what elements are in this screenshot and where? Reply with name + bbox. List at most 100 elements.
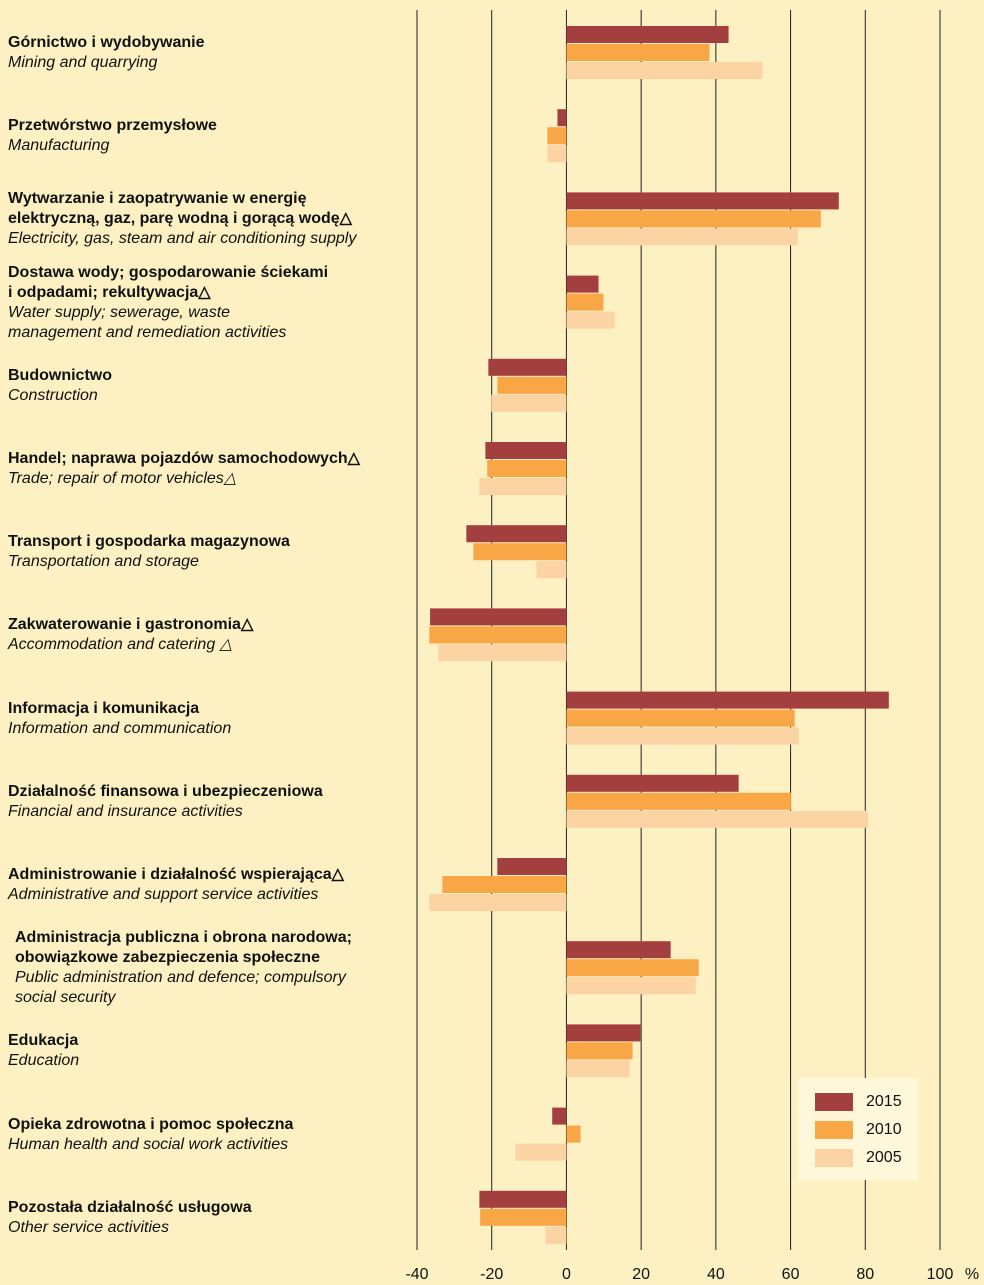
x-tick-label: 80	[856, 1266, 874, 1283]
bar	[488, 358, 567, 376]
category-name-pl: Opieka zdrowotna i pomoc społeczna	[8, 1115, 294, 1133]
bar	[480, 1208, 567, 1226]
category-name-pl: Pozostała działalność usługowa	[8, 1198, 252, 1216]
category-name-pl: Dostawa wody; gospodarowanie ściekami i …	[8, 263, 329, 301]
category-name-pl: Edukacja	[8, 1032, 79, 1050]
bar	[429, 626, 567, 644]
x-tick-label: 0	[562, 1266, 571, 1283]
bar	[566, 192, 839, 210]
bar	[566, 774, 739, 792]
bar	[438, 644, 567, 662]
category-label: Administrowanie i działalność wspierając…	[8, 838, 418, 932]
bar	[566, 1125, 581, 1143]
legend-label: 2010	[866, 1121, 902, 1138]
legend-swatch	[815, 1121, 853, 1139]
bar	[429, 894, 567, 911]
category-name-en: Mining and quarrying	[8, 54, 158, 71]
bar	[557, 109, 567, 127]
category-name-en: Other service activities	[8, 1218, 169, 1236]
x-tick-label: 20	[632, 1266, 650, 1283]
x-tick-label: 40	[707, 1266, 725, 1283]
category-name-pl: Transport i gospodarka magazynowa	[8, 533, 290, 551]
bar	[473, 543, 567, 561]
bar	[566, 1060, 630, 1078]
category-label: Zakwaterowanie i gastronomia△ Accommodati…	[8, 588, 418, 682]
bar	[566, 44, 710, 61]
category-name-pl: Administracja publiczna i obrona narodow…	[15, 929, 352, 967]
bar	[430, 608, 567, 626]
bar	[566, 275, 599, 293]
bar	[566, 691, 889, 709]
legend-swatch	[815, 1093, 853, 1111]
bar	[479, 1190, 567, 1208]
category-label: Przetwórstwo przemysłowe Manufacturing	[8, 89, 418, 183]
x-tick-label: 60	[782, 1266, 800, 1283]
x-unit: %	[965, 1266, 979, 1283]
category-label: Administracja publiczna i obrona narodow…	[15, 921, 425, 1015]
category-name-en: Water supply; sewerage, waste management…	[8, 303, 287, 341]
category-name-en: Construction	[8, 386, 98, 404]
category-name-en: Education	[8, 1052, 80, 1070]
category-name-en: Trade; repair of motor vehicles△	[8, 470, 237, 487]
bar	[497, 858, 567, 875]
category-label: Handel; naprawa pojazdów samochodowych△ T…	[8, 422, 418, 516]
category-name-pl: Informacja i komunikacja	[8, 699, 200, 717]
bar	[547, 127, 567, 145]
bar	[566, 727, 799, 745]
category-name-en: Electricity, gas, steam and air conditio…	[8, 230, 357, 248]
category-label: Informacja i komunikacja Information and …	[8, 672, 418, 766]
x-tick-label: -40	[405, 1266, 428, 1283]
bar	[566, 1042, 633, 1060]
category-label: Górnictwo i wydobywanie Mining and quarry…	[8, 6, 418, 100]
legend-swatch	[815, 1149, 853, 1167]
bar	[566, 977, 696, 995]
bar	[552, 1107, 567, 1125]
bar	[566, 228, 798, 246]
bar	[536, 561, 567, 579]
category-name-en: Administrative and support service activ…	[8, 886, 319, 903]
bar	[566, 709, 795, 727]
category-label: Budownictwo Construction	[8, 339, 418, 433]
bar	[491, 394, 567, 412]
bar	[485, 442, 567, 459]
category-name-en: Public administration and defence; compu…	[15, 969, 346, 1007]
bar	[479, 478, 567, 495]
bar	[566, 62, 763, 79]
bar	[566, 941, 671, 959]
category-name-pl: Działalność finansowa i ubezpieczeniowa	[8, 782, 323, 800]
bar	[566, 26, 729, 43]
bar	[566, 792, 791, 810]
category-name-pl: Górnictwo i wydobywanie	[8, 34, 205, 51]
category-name-pl: Administrowanie i działalność wspierając…	[8, 866, 344, 883]
bar	[566, 293, 604, 311]
category-name-pl: Zakwaterowanie i gastronomia△	[8, 616, 254, 634]
bar	[545, 1226, 567, 1244]
bar	[566, 810, 868, 828]
category-name-en: Manufacturing	[8, 137, 110, 155]
bar	[547, 145, 567, 163]
category-name-en: Human health and social work activities	[8, 1135, 289, 1153]
bar	[566, 1024, 641, 1042]
category-name-pl: Handel; naprawa pojazdów samochodowych△	[8, 450, 360, 467]
category-label: Działalność finansowa i ubezpieczeniowa F…	[8, 755, 418, 849]
category-label: Wytwarzanie i zaopatrywanie w energię el…	[8, 172, 418, 266]
category-name-pl: Wytwarzanie i zaopatrywanie w energię el…	[8, 190, 352, 228]
category-name-en: Transportation and storage	[8, 553, 199, 571]
x-tick-label: 100	[927, 1266, 954, 1283]
category-name-pl: Przetwórstwo przemysłowe	[8, 117, 217, 135]
bar	[566, 210, 821, 228]
bar	[497, 376, 567, 394]
legend-label: 2015	[866, 1093, 902, 1110]
category-name-en: Financial and insurance activities	[8, 802, 243, 820]
bar	[487, 460, 567, 477]
category-label: Pozostała działalność usługowa Other serv…	[8, 1171, 418, 1265]
x-tick-label: -20	[480, 1266, 503, 1283]
legend: 2015 2010 2005	[798, 1078, 918, 1180]
category-label: Edukacja Education	[8, 1004, 418, 1098]
category-name-pl: Budownictwo	[8, 366, 112, 384]
bar	[566, 311, 615, 329]
category-label: Opieka zdrowotna i pomoc społeczna Human …	[8, 1088, 418, 1182]
bar	[566, 959, 699, 977]
